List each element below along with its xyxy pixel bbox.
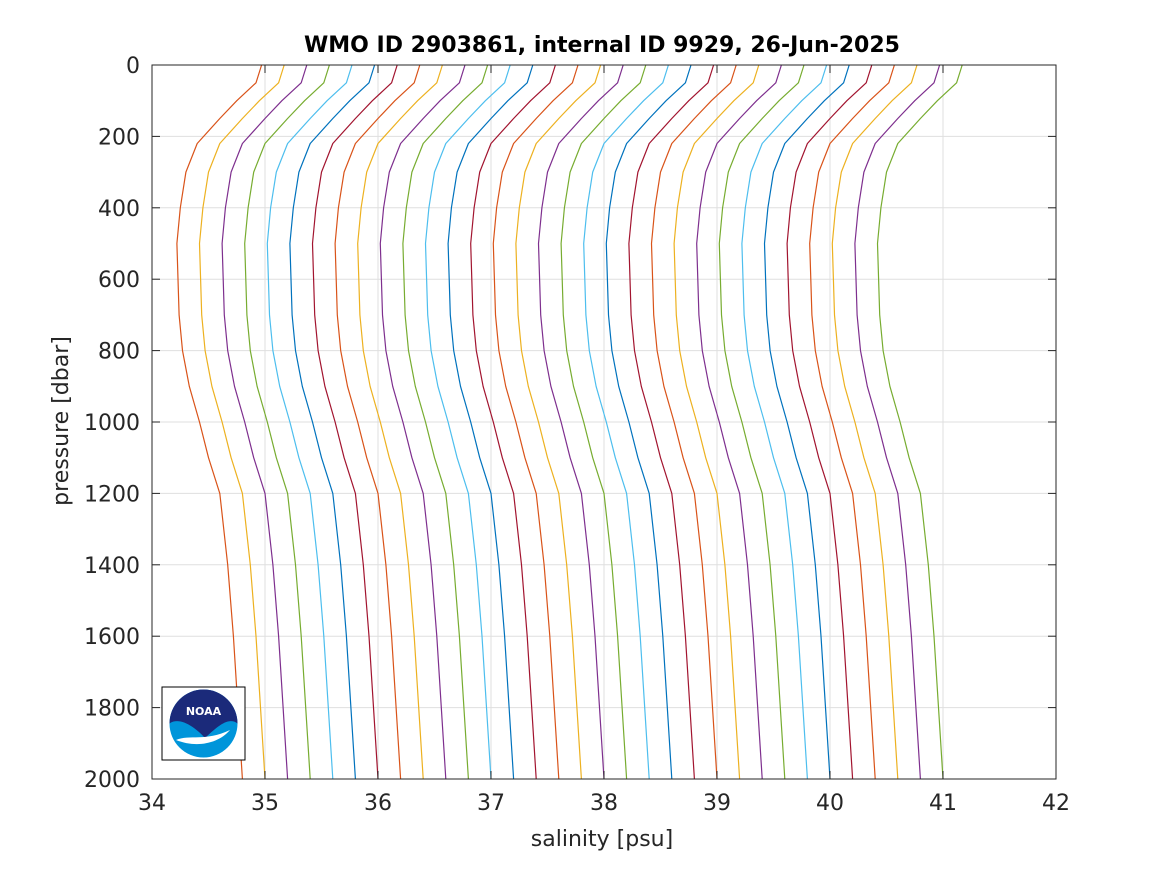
y-tick-label: 200 [98,125,140,150]
y-tick-label: 2000 [84,768,140,793]
profile-line [763,64,850,780]
profile-line [515,64,602,780]
profile-line [289,64,376,780]
profile-line [605,64,692,780]
profile-line [470,64,556,780]
x-tick-label: 38 [590,791,618,816]
y-tick-label: 1200 [84,482,140,507]
profile-line [492,64,579,780]
logo-dark-arc [169,689,238,738]
x-tick-labels: 34 35 36 37 38 39 40 41 42 [138,791,1070,816]
y-tick-label: 400 [98,197,140,222]
logo-wave [176,730,230,745]
profile-line [673,64,760,780]
profile-line [311,64,398,780]
x-tick-label: 34 [138,791,166,816]
x-tick-label: 37 [477,791,505,816]
profile-line [786,64,873,780]
x-tick-label: 39 [703,791,731,816]
profile-line [334,64,421,780]
profile-line [176,64,263,780]
profile-line [198,64,285,780]
y-tick-label: 1800 [84,697,140,722]
y-tick-label: 1600 [84,625,140,650]
x-tick-label: 41 [929,791,957,816]
profile-line [650,64,737,780]
profile-line [741,64,828,780]
y-tick-label: 0 [126,54,140,79]
profile-line [537,64,624,780]
x-tick-label: 36 [364,791,392,816]
y-tick-label: 1400 [84,554,140,579]
profile-line [583,64,669,780]
profile-line [809,64,895,780]
profile-line [357,64,443,780]
profile-line [221,64,308,780]
y-tick-labels: 0 200 400 600 800 1000 1200 1400 1600 1800 2000 [84,54,140,793]
noaa-logo: NOAA [161,686,246,761]
x-tick-label: 42 [1042,791,1070,816]
profile-line [831,64,918,780]
profile-line [854,64,941,780]
x-tick-label: 40 [816,791,844,816]
profile-line [379,64,466,780]
y-tick-label: 600 [98,268,140,293]
logo-text: NOAA [186,705,222,718]
profile-line [244,64,330,780]
x-axis-label: salinity [psu] [531,827,673,852]
profile-line [424,64,511,780]
y-tick-label: 800 [98,340,140,365]
profile-line [876,64,963,780]
y-tick-label: 1000 [84,411,140,436]
x-tick-label: 35 [251,791,279,816]
profile-line [402,64,489,780]
profile-line [266,64,353,780]
series-lines [176,64,963,780]
y-axis-label: pressure [dbar] [49,336,74,506]
profile-line [560,64,647,780]
profile-line [447,64,534,780]
profile-line [718,64,805,780]
axis-ticks [151,64,1057,780]
profile-line [628,64,715,780]
chart-title: WMO ID 2903861, internal ID 9929, 26-Jun… [304,33,900,58]
profile-line [696,64,782,780]
